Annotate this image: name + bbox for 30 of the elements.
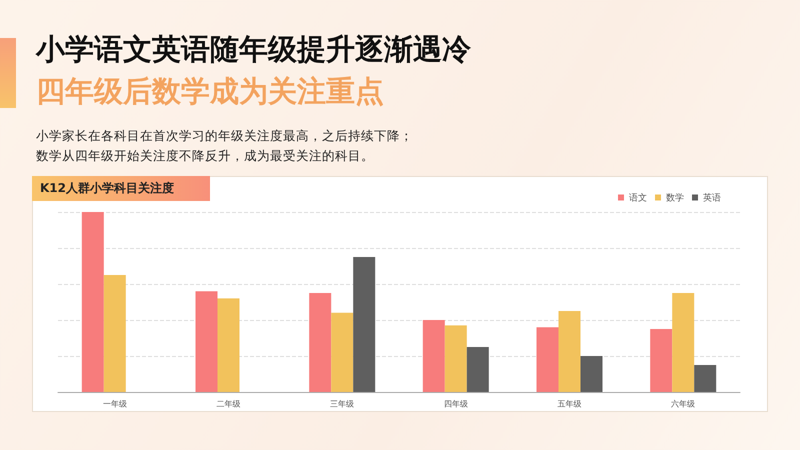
- bar: [353, 257, 376, 392]
- x-tick-label: 三年级: [330, 400, 354, 408]
- chart-title: 小学语文英语随年级提升逐渐遇冷: [36, 31, 471, 68]
- bar: [218, 298, 240, 392]
- x-tick-label: 四年级: [444, 400, 468, 408]
- bar: [466, 347, 489, 392]
- x-tick-label: 五年级: [558, 400, 582, 408]
- bar: [82, 212, 104, 392]
- text: 数学从四年级开始关注度不降反升，成为最受关注的科目。: [36, 147, 375, 165]
- bar: [104, 275, 126, 392]
- chart-subtitle: 四年级后数学成为关注重点: [36, 73, 384, 110]
- bar: [331, 312, 354, 392]
- bar: [580, 356, 602, 392]
- bar: [650, 329, 672, 392]
- bar: [196, 291, 218, 392]
- x-tick-label: 二年级: [216, 400, 240, 408]
- bar: [558, 311, 580, 392]
- bar: [444, 325, 467, 392]
- legend-label: 语文: [629, 192, 647, 202]
- text: K12人群小学科目关注度: [32, 176, 210, 201]
- bar: [536, 327, 558, 392]
- bar: [309, 293, 332, 392]
- x-tick-label: 六年级: [671, 400, 696, 408]
- bar: [694, 365, 716, 392]
- bar: [422, 320, 445, 392]
- x-tick-label: 一年级: [102, 400, 127, 408]
- text: 小学家长在各科目在首次学习的年级关注度最高，之后持续下降；: [36, 127, 413, 145]
- bar: [672, 293, 694, 392]
- legend-label: 数学: [666, 192, 684, 202]
- legend-label: 英语: [703, 192, 721, 202]
